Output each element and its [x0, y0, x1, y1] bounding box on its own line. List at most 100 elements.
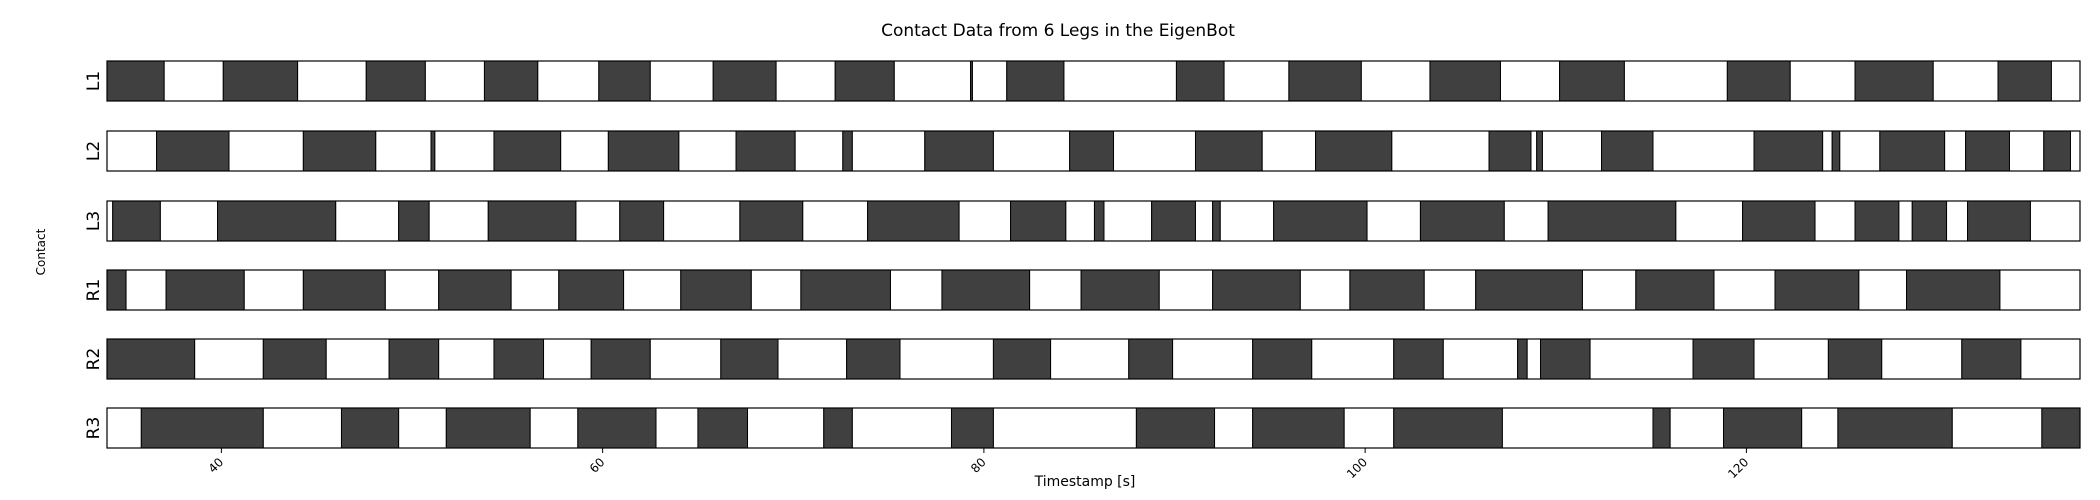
no-contact-segment — [262, 407, 342, 449]
contact-segment — [1635, 269, 1715, 311]
no-contact-segment — [2029, 200, 2081, 242]
row-frame — [106, 269, 2081, 311]
contact-segment — [558, 269, 625, 311]
contact-segment — [1831, 130, 1841, 172]
no-contact-segment — [1801, 407, 1839, 449]
contact-segment — [1879, 130, 1946, 172]
contact-segment — [607, 130, 680, 172]
no-contact-segment — [1541, 130, 1603, 172]
contact-segment — [430, 130, 436, 172]
contact-segment — [1692, 338, 1755, 380]
no-contact-segment — [375, 130, 432, 172]
no-contact-segment — [438, 338, 495, 380]
x-tick-label: 40 — [206, 455, 227, 476]
contact-segment — [1827, 338, 1883, 380]
no-contact-segment — [434, 130, 495, 172]
no-contact-segment — [163, 60, 224, 102]
no-contact-segment — [1789, 60, 1856, 102]
no-contact-segment — [1158, 269, 1214, 311]
contact-segment — [106, 269, 127, 311]
no-contact-segment — [1944, 130, 1967, 172]
leg-rows: L1 L2 L3 R1 R2 R3 — [84, 60, 2081, 449]
no-contact-segment — [1391, 130, 1490, 172]
no-contact-segment — [194, 338, 264, 380]
contact-segment — [493, 338, 545, 380]
no-contact-segment — [2069, 130, 2081, 172]
contact-segment — [1093, 200, 1105, 242]
no-contact-segment — [510, 269, 560, 311]
no-contact-segment — [1360, 60, 1431, 102]
contact-segment — [398, 200, 430, 242]
contact-segment — [1774, 269, 1860, 311]
no-contact-segment — [1311, 338, 1395, 380]
contact-segment — [697, 407, 749, 449]
contact-segment — [222, 60, 299, 102]
no-contact-segment — [543, 338, 592, 380]
no-contact-segment — [1999, 269, 2081, 311]
leg-label: L3 — [84, 211, 104, 231]
no-contact-segment — [649, 338, 722, 380]
contact-segment — [1128, 338, 1174, 380]
no-contact-segment — [1675, 200, 1744, 242]
contact-segment — [1273, 200, 1368, 242]
row-frame — [106, 338, 2081, 380]
no-contact-segment — [159, 200, 219, 242]
no-contact-segment — [1063, 60, 1177, 102]
contact-segment — [156, 130, 230, 172]
contact-segment — [106, 60, 165, 102]
no-contact-segment — [1951, 407, 2043, 449]
no-contact-segment — [1932, 60, 1999, 102]
contact-segment — [1540, 338, 1591, 380]
no-contact-segment — [1501, 407, 1654, 449]
no-contact-segment — [655, 407, 699, 449]
no-contact-segment — [794, 130, 844, 172]
row-frame — [106, 200, 2081, 242]
no-contact-segment — [1814, 200, 1856, 242]
no-contact-segment — [1530, 130, 1538, 172]
contact-segment — [1906, 269, 2001, 311]
no-contact-segment — [243, 269, 304, 311]
no-contact-segment — [1881, 338, 1963, 380]
contact-segment — [445, 407, 531, 449]
contact-segment — [1212, 269, 1301, 311]
contact-segment — [1652, 407, 1671, 449]
contact-segment — [1315, 130, 1393, 172]
leg-label: R3 — [84, 417, 104, 440]
no-contact-segment — [889, 269, 943, 311]
leg-row-l3: L3 — [84, 200, 2081, 242]
leg-row-r1: R1 — [84, 269, 2081, 311]
contact-segment — [834, 60, 895, 102]
leg-label: R2 — [84, 348, 104, 371]
no-contact-segment — [335, 200, 400, 242]
row-frame — [106, 60, 2081, 102]
contact-segment — [1349, 269, 1425, 311]
no-contact-segment — [297, 60, 367, 102]
contact-segment — [992, 338, 1052, 380]
contact-segment — [340, 407, 400, 449]
no-contact-segment — [428, 200, 489, 242]
contact-segment — [487, 200, 577, 242]
contact-segment — [842, 130, 853, 172]
no-contact-segment — [1822, 130, 1833, 172]
contact-segment — [1601, 130, 1654, 172]
no-contact-segment — [663, 200, 741, 242]
no-contact-segment — [1343, 407, 1395, 449]
contact-segment — [483, 60, 539, 102]
no-contact-segment — [424, 60, 485, 102]
leg-label: L2 — [84, 141, 104, 161]
contact-segment — [577, 407, 657, 449]
no-contact-segment — [777, 338, 848, 380]
contact-segment — [388, 338, 440, 380]
no-contact-segment — [1065, 200, 1095, 242]
no-contact-segment — [2050, 60, 2081, 102]
no-contact-segment — [398, 407, 447, 449]
leg-row-l1: L1 — [84, 60, 2081, 102]
contact-segment — [493, 130, 562, 172]
contact-segment — [140, 407, 264, 449]
no-contact-segment — [1299, 269, 1351, 311]
no-contact-segment — [623, 269, 682, 311]
contact-segment — [1961, 338, 2022, 380]
contact-segment — [1547, 200, 1677, 242]
no-contact-segment — [325, 338, 390, 380]
